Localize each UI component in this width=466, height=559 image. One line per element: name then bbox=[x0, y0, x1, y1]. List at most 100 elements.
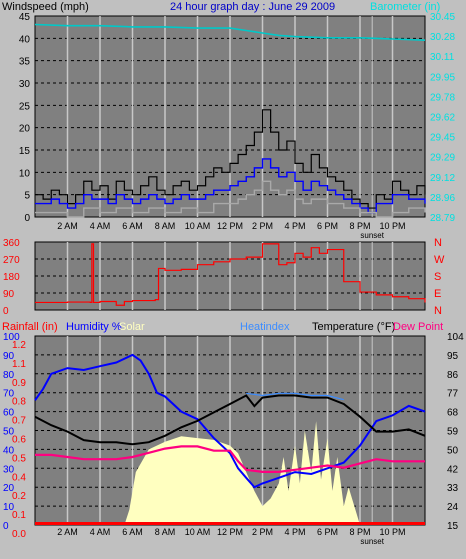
temperature-axis: 104 95 86 77 68 59 50 42 33 24 15 bbox=[447, 332, 464, 532]
compass-letter: N bbox=[434, 305, 442, 317]
temperature-line bbox=[34, 394, 426, 446]
windspeed-tick-label: 20 bbox=[19, 124, 31, 135]
temperature-tick-label: 104 bbox=[447, 332, 464, 343]
compass-letter: E bbox=[434, 288, 441, 300]
compass-letter: W bbox=[434, 254, 445, 266]
sunset-label: sunset bbox=[360, 537, 384, 546]
rainfall-tick-label: 0.9 bbox=[12, 378, 26, 389]
temperature-tick-label: 59 bbox=[447, 427, 459, 438]
barometer-tick-label: 29.78 bbox=[430, 92, 455, 103]
humidity-tick-label: 90 bbox=[3, 351, 15, 362]
barometer-tick-label: 29.12 bbox=[430, 173, 455, 184]
barometer-label: Barometer (in) bbox=[370, 1, 440, 13]
rainfall-tick-label: 1.2 bbox=[12, 340, 26, 351]
windspeed-tick-label: 25 bbox=[19, 101, 31, 112]
direction-tick-label: 180 bbox=[3, 272, 20, 283]
wind-series-group bbox=[34, 23, 426, 218]
time-tick-label: 4 AM bbox=[90, 221, 111, 231]
humidity-tick-label: 50 bbox=[3, 427, 15, 438]
compass-letter: S bbox=[434, 271, 441, 283]
heatindex-label: Heatindex bbox=[240, 321, 290, 333]
temperature-tick-label: 77 bbox=[447, 389, 459, 400]
barometer-tick-label: 30.45 bbox=[430, 12, 455, 23]
barometer-tick-label: 30.28 bbox=[430, 32, 455, 43]
time-tick-label: 10 PM bbox=[379, 527, 405, 537]
windspeed-tick-label: 10 bbox=[19, 168, 31, 179]
rainfall-axis: 1.2 1.1 0.9 0.8 0.7 0.6 0.5 0.4 0.2 0.1 0.0 bbox=[12, 340, 26, 540]
solar-label: Solar bbox=[119, 321, 145, 333]
time-tick-label: 8 AM bbox=[155, 527, 176, 537]
temperature-tick-label: 24 bbox=[447, 502, 459, 513]
direction-tick-label: 360 bbox=[3, 238, 20, 249]
windspeed-tick-label: 5 bbox=[24, 191, 30, 202]
time-tick-label: 10 AM bbox=[185, 221, 211, 231]
sunset-label: sunset bbox=[360, 231, 384, 240]
time-tick-label: 6 AM bbox=[122, 527, 143, 537]
rainfall-tick-label: 0.4 bbox=[12, 472, 26, 483]
time-tick-label: 8 AM bbox=[155, 221, 176, 231]
wind-time-axis: 2 AM 4 AM 6 AM 8 AM 10 AM 12 PM 2 PM 4 PM 6 PM 8 … bbox=[57, 221, 405, 240]
dewpoint-line bbox=[35, 445, 425, 473]
time-tick-label: 4 PM bbox=[284, 221, 305, 231]
time-tick-label: 6 AM bbox=[122, 221, 143, 231]
humidity-tick-label: 10 bbox=[3, 502, 15, 513]
temperature-tick-label: 42 bbox=[447, 464, 459, 475]
time-tick-label: 12 PM bbox=[217, 221, 243, 231]
windspeed-tick-label: 45 bbox=[19, 12, 31, 23]
time-tick-label: 6 PM bbox=[317, 527, 338, 537]
rainfall-tick-label: 0.7 bbox=[12, 416, 26, 427]
barometer-tick-label: 29.45 bbox=[430, 133, 455, 144]
time-tick-label: 12 PM bbox=[217, 527, 243, 537]
humidity-tick-label: 100 bbox=[3, 332, 20, 343]
windspeed-average-line bbox=[35, 158, 426, 214]
time-tick-label: 2 AM bbox=[57, 527, 78, 537]
humidity-tick-label: 70 bbox=[3, 389, 15, 400]
rainfall-label: Rainfall (in) bbox=[2, 321, 58, 333]
direction-tick-label: 270 bbox=[3, 255, 20, 266]
humidity-line bbox=[34, 353, 426, 489]
wind-direction-line bbox=[35, 243, 426, 306]
barometer-tick-label: 29.95 bbox=[430, 72, 455, 83]
solar-area bbox=[35, 421, 425, 525]
humidity-tick-label: 30 bbox=[3, 464, 15, 475]
barometer-tick-label: 30.11 bbox=[430, 52, 455, 63]
windspeed-tick-label: 30 bbox=[19, 79, 31, 90]
compass-letter: N bbox=[434, 237, 442, 249]
heatindex-line bbox=[246, 392, 344, 401]
windspeed-tick-label: 35 bbox=[19, 57, 31, 68]
time-tick-label: 8 PM bbox=[349, 527, 370, 537]
barometer-tick-label: 29.62 bbox=[430, 113, 455, 124]
windspeed-tick-label: 40 bbox=[19, 34, 31, 45]
temperature-tick-label: 95 bbox=[447, 351, 459, 362]
temperature-tick-label: 86 bbox=[447, 370, 459, 381]
direction-series-group bbox=[35, 243, 426, 306]
time-tick-label: 2 PM bbox=[252, 527, 273, 537]
humidity-tick-label: 60 bbox=[3, 408, 15, 419]
humidity-tick-label: 0 bbox=[3, 521, 9, 532]
time-tick-label: 4 AM bbox=[90, 527, 111, 537]
rainfall-tick-label: 0.0 bbox=[12, 529, 26, 540]
windspeed-tick-label: 0 bbox=[24, 213, 30, 224]
barometer-axis: 30.45 30.28 30.11 29.95 29.78 29.62 29.45 29.29… bbox=[430, 12, 455, 224]
rainfall-tick-label: 0.8 bbox=[12, 397, 26, 408]
temperature-tick-label: 50 bbox=[447, 445, 459, 456]
time-tick-label: 8 PM bbox=[349, 221, 370, 231]
rainfall-tick-label: 1.1 bbox=[12, 359, 26, 370]
rainfall-tick-label: 0.5 bbox=[12, 453, 26, 464]
time-tick-label: 10 PM bbox=[379, 221, 405, 231]
barometer-line bbox=[34, 23, 426, 41]
humidity-tick-label: 80 bbox=[3, 370, 15, 381]
rainfall-tick-label: 0.6 bbox=[12, 435, 26, 446]
barometer-tick-label: 28.96 bbox=[430, 193, 455, 204]
time-tick-label: 2 PM bbox=[252, 221, 273, 231]
barometer-tick-label: 29.29 bbox=[430, 153, 455, 164]
direction-axis: 360 270 180 90 0 bbox=[3, 238, 20, 317]
windspeed-minimum-line bbox=[35, 180, 426, 218]
humidity-label: Humidity % bbox=[66, 321, 122, 333]
time-tick-label: 6 PM bbox=[317, 221, 338, 231]
lower-time-axis: 2 AM 4 AM 6 AM 8 AM 10 AM 12 PM 2 PM 4 PM 6 PM 8 … bbox=[57, 527, 405, 546]
rainfall-tick-label: 0.2 bbox=[12, 491, 26, 502]
dewpoint-label: Dew Point bbox=[393, 321, 443, 333]
